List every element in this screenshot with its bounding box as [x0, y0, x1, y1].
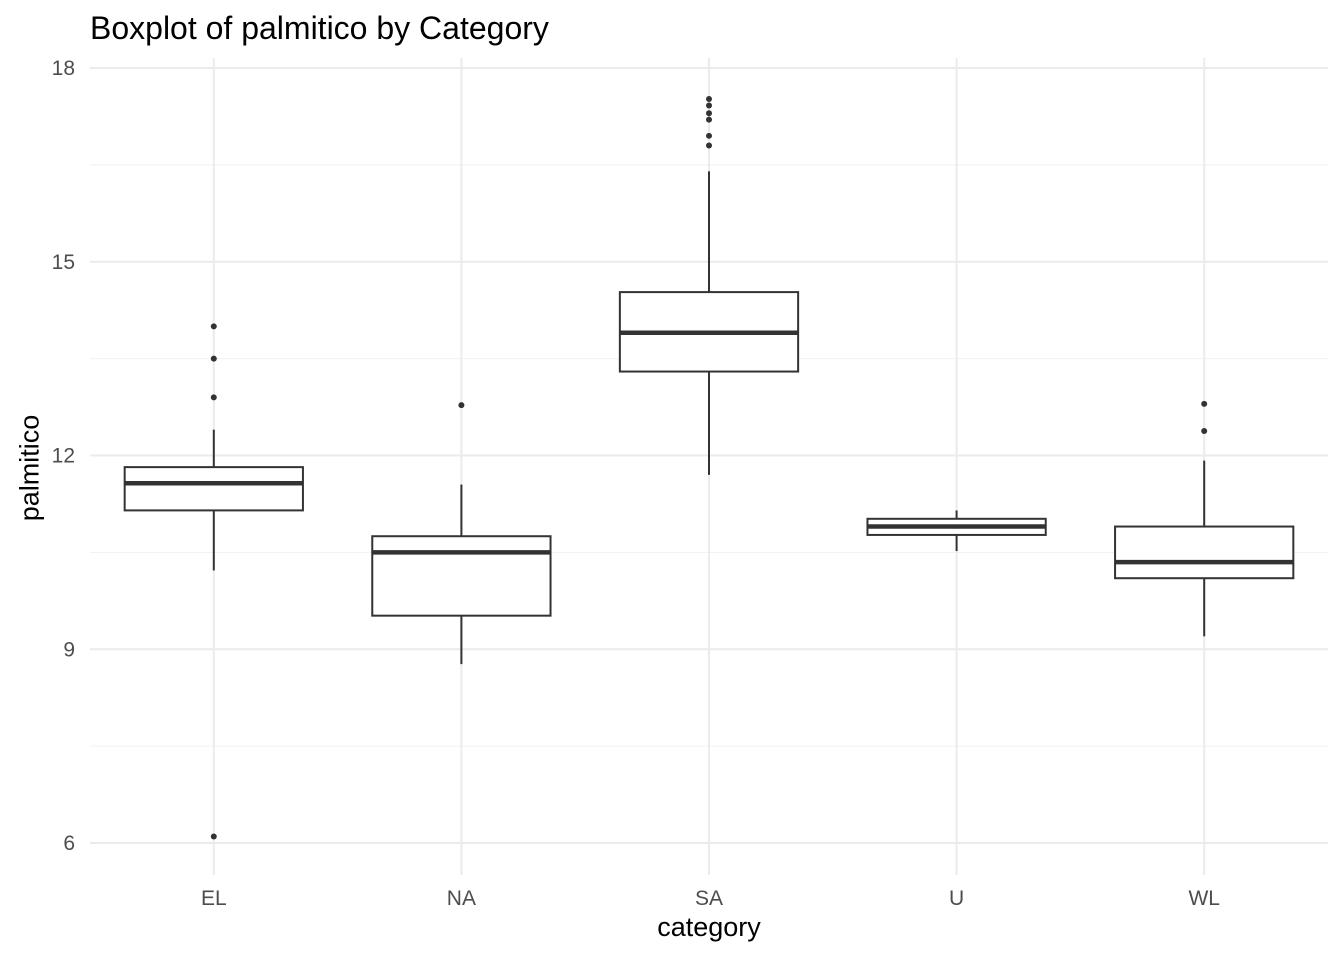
- x-axis-label: category: [657, 912, 761, 942]
- x-tick-label: SA: [695, 887, 723, 910]
- y-tick-label: 12: [52, 445, 75, 468]
- x-tick-label: WL: [1188, 887, 1220, 910]
- outlier-point: [1201, 427, 1208, 434]
- chart-title: Boxplot of palmitico by Category: [90, 10, 549, 46]
- outlier-point: [706, 116, 712, 123]
- y-tick-label: 15: [52, 251, 75, 274]
- outlier-point: [458, 402, 465, 409]
- outlier-point: [706, 142, 712, 149]
- outlier-point: [210, 833, 217, 840]
- box: [123, 466, 304, 512]
- outlier-point: [210, 394, 217, 401]
- box: [1114, 525, 1295, 580]
- outlier-point: [706, 132, 712, 139]
- x-tick-label: U: [949, 887, 964, 910]
- y-axis-label: palmitico: [14, 414, 45, 522]
- outlier-point: [706, 102, 712, 109]
- outlier-point: [210, 323, 217, 330]
- x-tick-label: NA: [447, 887, 476, 910]
- y-tick-label: 6: [63, 832, 75, 855]
- box: [371, 535, 552, 617]
- outlier-point: [1201, 400, 1208, 407]
- outlier-point: [210, 355, 217, 362]
- outlier-point: [706, 96, 712, 102]
- outlier-point: [706, 110, 712, 117]
- y-tick-label: 9: [63, 638, 75, 661]
- x-tick-label: EL: [201, 887, 227, 910]
- y-tick-label: 18: [52, 57, 75, 80]
